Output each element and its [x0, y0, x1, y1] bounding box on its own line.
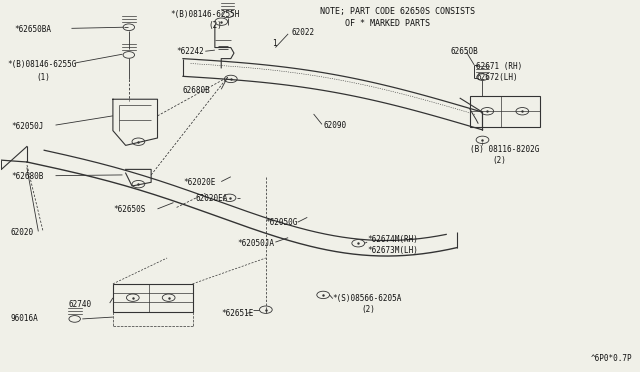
Text: *62651E: *62651E: [221, 309, 253, 318]
Text: *62650S: *62650S: [113, 205, 145, 215]
Text: *62020E: *62020E: [183, 178, 216, 187]
Text: *62680B: *62680B: [11, 172, 44, 181]
Text: *(B)08146-6255H: *(B)08146-6255H: [170, 10, 239, 19]
Text: (1): (1): [36, 73, 51, 81]
Text: (B) 08116-8202G: (B) 08116-8202G: [470, 145, 539, 154]
Text: *62050J: *62050J: [11, 122, 44, 131]
Text: (2): (2): [362, 305, 375, 314]
Text: 62090: 62090: [323, 121, 346, 129]
Text: 96016A: 96016A: [11, 314, 38, 323]
Text: 62020: 62020: [11, 228, 34, 237]
Text: (2): (2): [492, 155, 506, 165]
Text: *62050JA: *62050JA: [237, 239, 274, 248]
Text: 62672(LH): 62672(LH): [476, 73, 518, 81]
Text: 1: 1: [272, 39, 277, 48]
Text: 62740: 62740: [68, 300, 92, 309]
Text: (2): (2): [209, 21, 222, 30]
Text: *62650BA: *62650BA: [14, 25, 51, 33]
Text: *(S)08566-6205A: *(S)08566-6205A: [333, 294, 402, 303]
Text: *62674M(RH): *62674M(RH): [368, 235, 419, 244]
Text: 62671 (RH): 62671 (RH): [476, 61, 522, 71]
Text: NOTE; PART CODE 62650S CONSISTS
     OF * MARKED PARTS: NOTE; PART CODE 62650S CONSISTS OF * MAR…: [320, 7, 475, 28]
Text: ^6P0*0.7P: ^6P0*0.7P: [591, 354, 632, 363]
Text: *62050G: *62050G: [266, 218, 298, 227]
Text: *62242: *62242: [177, 47, 204, 56]
Bar: [113, 284, 193, 311]
Text: *(B)08146-6255G: *(B)08146-6255G: [8, 60, 77, 69]
Text: 62680B: 62680B: [183, 86, 211, 94]
Text: 6265OB: 6265OB: [451, 47, 478, 56]
Bar: [470, 96, 540, 127]
Text: *62673M(LH): *62673M(LH): [368, 246, 419, 255]
Text: 62020EA: 62020EA: [196, 195, 228, 203]
Text: 62022: 62022: [291, 28, 314, 37]
